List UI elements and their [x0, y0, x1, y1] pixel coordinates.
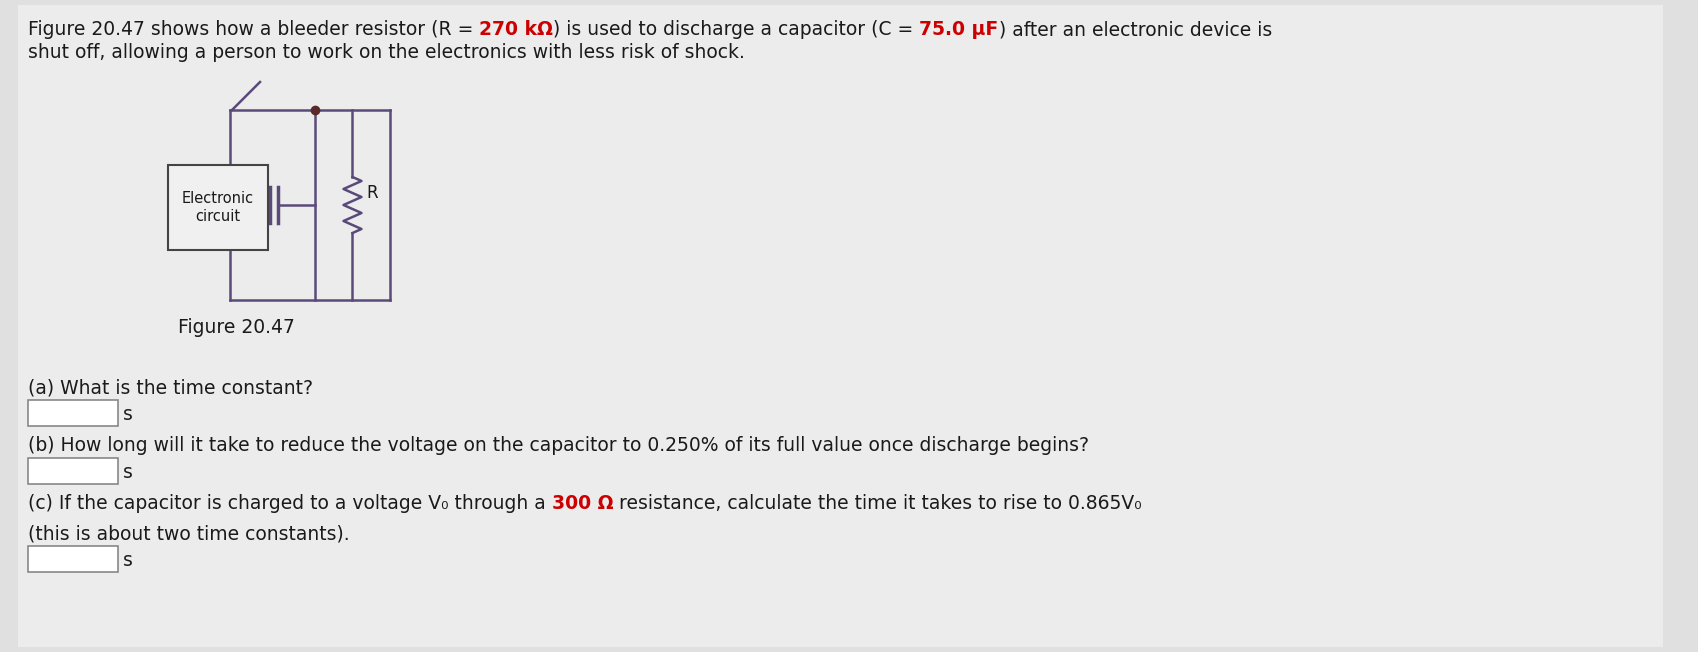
Text: ) is used to discharge a capacitor (C =: ) is used to discharge a capacitor (C =: [554, 20, 919, 39]
Text: 300 Ω: 300 Ω: [552, 494, 613, 513]
Bar: [168, 165, 268, 250]
Bar: [27, 400, 117, 426]
Text: (this is about two time constants).: (this is about two time constants).: [27, 524, 350, 543]
Text: (b) How long will it take to reduce the voltage on the capacitor to 0.250% of it: (b) How long will it take to reduce the …: [27, 436, 1088, 455]
Text: 75.0 μF: 75.0 μF: [919, 20, 998, 39]
Text: Figure 20.47 shows how a bleeder resistor (R =: Figure 20.47 shows how a bleeder resisto…: [27, 20, 479, 39]
Text: (a) What is the time constant?: (a) What is the time constant?: [27, 378, 312, 397]
Text: (c) If the capacitor is charged to a voltage V₀ through a: (c) If the capacitor is charged to a vol…: [27, 494, 552, 513]
Bar: [27, 546, 117, 572]
Text: s: s: [122, 462, 132, 481]
Text: Electronic
circuit: Electronic circuit: [182, 190, 255, 224]
Text: shut off, allowing a person to work on the electronics with less risk of shock.: shut off, allowing a person to work on t…: [27, 43, 744, 62]
Text: s: s: [122, 404, 132, 424]
Text: R: R: [367, 184, 379, 202]
Text: 270 kΩ: 270 kΩ: [479, 20, 554, 39]
Text: Figure 20.47: Figure 20.47: [178, 318, 295, 337]
Text: resistance, calculate the time it takes to rise to 0.865V₀: resistance, calculate the time it takes …: [613, 494, 1141, 513]
Text: C: C: [253, 193, 265, 211]
Bar: [27, 458, 117, 484]
Text: s: s: [122, 550, 132, 569]
Text: ) after an electronic device is: ) after an electronic device is: [998, 20, 1272, 39]
